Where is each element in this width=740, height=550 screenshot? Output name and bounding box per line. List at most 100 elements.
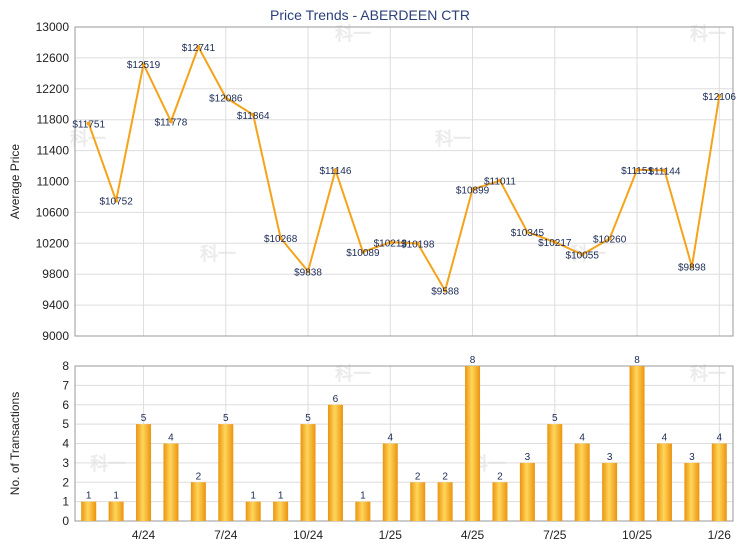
watermark-glyph: 科一 — [335, 23, 371, 45]
price-point — [689, 264, 694, 269]
chart-title: Price Trends - ABERDEEN CTR — [270, 7, 470, 23]
price-point — [196, 45, 201, 50]
transactions-y-tick-label: 0 — [62, 514, 69, 528]
watermark-glyph: 科一 — [435, 128, 471, 150]
transactions-data-label: 2 — [442, 471, 448, 482]
price-data-label: $9838 — [294, 267, 322, 278]
transactions-data-label: 8 — [634, 355, 640, 366]
transactions-data-label: 4 — [168, 433, 174, 444]
transactions-bar — [355, 501, 371, 521]
price-y-tick-label: 12600 — [36, 51, 70, 65]
price-y-tick-label: 12200 — [36, 82, 70, 96]
price-data-label: $10752 — [99, 197, 133, 208]
x-tick-label: 10/24 — [293, 528, 323, 542]
price-data-label: $11864 — [237, 111, 270, 122]
price-y-tick-label: 10200 — [36, 236, 70, 250]
transactions-data-label: 2 — [497, 471, 503, 482]
transactions-bar — [656, 443, 672, 521]
transactions-y-axis-title: No. of Transactions — [8, 392, 22, 495]
price-point — [662, 168, 667, 173]
price-y-tick-label: 9400 — [42, 298, 69, 312]
transactions-data-label: 4 — [717, 433, 723, 444]
transactions-bar — [602, 462, 618, 521]
transactions-data-label: 1 — [113, 491, 119, 502]
price-point — [168, 119, 173, 124]
price-data-label: $12106 — [703, 92, 737, 103]
price-data-label: $11144 — [649, 166, 681, 177]
price-y-tick-label: 11000 — [37, 175, 70, 189]
transactions-data-label: 4 — [388, 433, 394, 444]
transactions-bar — [218, 424, 234, 521]
x-tick-label: 4/25 — [461, 528, 485, 542]
transactions-bar — [327, 404, 343, 521]
transactions-bar — [245, 501, 261, 521]
transactions-bar — [382, 443, 398, 521]
price-data-label: $10198 — [401, 239, 435, 250]
x-tick-label: 1/25 — [379, 528, 403, 542]
transactions-bar — [81, 501, 97, 521]
transactions-bar — [465, 366, 481, 521]
transactions-bar — [108, 501, 124, 521]
watermark-glyph: 科一 — [335, 363, 371, 385]
price-data-label: $10213 — [374, 238, 408, 249]
transactions-data-label: 5 — [141, 413, 147, 424]
price-point — [306, 269, 311, 274]
price-point — [415, 241, 420, 246]
transactions-data-label: 6 — [333, 394, 339, 405]
price-y-tick-label: 10600 — [36, 205, 70, 219]
transactions-data-label: 1 — [278, 491, 284, 502]
price-data-label: $10268 — [264, 234, 298, 245]
price-y-axis-title: Average Price — [8, 144, 22, 219]
price-data-label: $10899 — [456, 185, 490, 196]
transactions-y-tick-label: 8 — [62, 359, 69, 373]
x-tick-label: 7/24 — [214, 528, 238, 542]
x-tick-label: 1/26 — [708, 528, 732, 542]
price-data-label: $11778 — [155, 117, 188, 128]
price-point — [278, 236, 283, 241]
price-y-tick-label: 9800 — [42, 267, 69, 281]
transactions-bar — [574, 443, 590, 521]
transactions-y-tick-label: 4 — [62, 437, 69, 451]
x-tick-label: 4/24 — [132, 528, 156, 542]
transactions-y-tick-label: 6 — [62, 398, 69, 412]
price-y-tick-label: 11400 — [37, 144, 70, 158]
transactions-bar — [629, 366, 645, 521]
transactions-bar — [519, 462, 535, 521]
transactions-data-label: 5 — [552, 413, 558, 424]
price-data-label: $9898 — [678, 263, 706, 274]
transactions-data-label: 4 — [579, 433, 585, 444]
x-tick-label: 7/25 — [543, 528, 567, 542]
price-series-line — [87, 46, 721, 292]
price-point — [114, 198, 119, 203]
price-y-tick-label: 11800 — [37, 113, 70, 127]
price-data-label: $10345 — [511, 228, 545, 239]
price-point — [141, 62, 146, 67]
transactions-data-label: 2 — [415, 471, 421, 482]
transactions-data-label: 2 — [196, 471, 202, 482]
transactions-bar — [163, 443, 179, 521]
price-point — [333, 168, 338, 173]
watermark-glyph: 科一 — [690, 363, 726, 385]
transactions-data-label: 8 — [470, 355, 476, 366]
transactions-y-tick-label: 3 — [62, 456, 69, 470]
price-point — [470, 187, 475, 192]
price-point — [443, 288, 448, 293]
price-data-label: $11151 — [621, 166, 653, 177]
watermark-glyph: 科一 — [90, 453, 126, 475]
transactions-data-label: 5 — [223, 413, 229, 424]
transactions-bar — [711, 443, 727, 521]
price-data-label: $11751 — [72, 119, 105, 130]
price-point — [607, 236, 612, 241]
transactions-bar — [437, 482, 453, 521]
transactions-bar — [190, 482, 206, 521]
transactions-data-label: 5 — [305, 413, 311, 424]
transactions-data-label: 1 — [250, 491, 256, 502]
transactions-data-label: 4 — [662, 433, 668, 444]
transactions-bar — [300, 424, 316, 521]
transactions-bar — [547, 424, 563, 521]
price-data-label: $10055 — [566, 251, 600, 262]
price-data-label: $11011 — [484, 177, 516, 188]
